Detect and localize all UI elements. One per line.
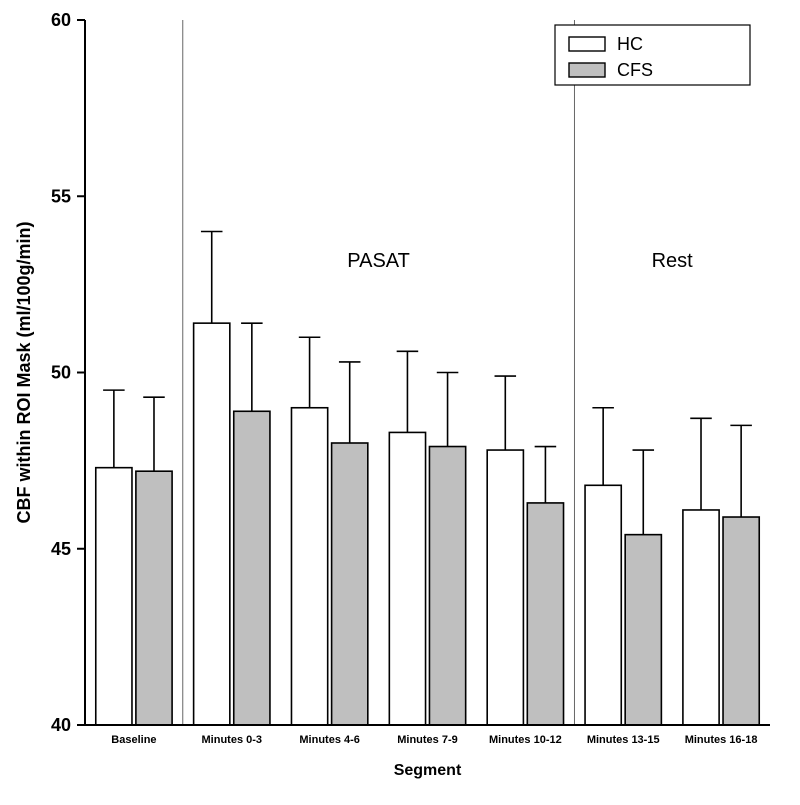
legend-label: CFS	[617, 60, 653, 80]
bar-cfs	[429, 447, 465, 725]
bar-cfs	[625, 535, 661, 725]
x-tick-label: Minutes 16-18	[685, 734, 758, 746]
x-axis-label: Segment	[394, 762, 462, 779]
x-tick-label: Minutes 7-9	[397, 734, 458, 746]
section-label: Rest	[652, 250, 694, 272]
bar-hc	[194, 323, 230, 725]
y-axis-label: CBF within ROI Mask (ml/100g/min)	[14, 221, 34, 523]
bar-cfs	[723, 517, 759, 725]
bar-hc	[291, 408, 327, 725]
y-tick-label: 60	[51, 10, 71, 30]
cbf-bar-chart: 40 45 50 55 60 Baseline Minutes 0-3 Minutes 4-6…	[0, 0, 800, 805]
x-tick-label: Minutes 13-15	[587, 734, 660, 746]
legend-label: HC	[617, 34, 643, 54]
y-tick-label: 55	[51, 186, 71, 206]
bar-hc	[487, 450, 523, 725]
bar-cfs	[136, 471, 172, 725]
bar-cfs	[332, 443, 368, 725]
bar-hc	[96, 468, 132, 725]
bar-cfs	[234, 411, 270, 725]
x-tick-label: Minutes 10-12	[489, 734, 562, 746]
x-tick-label: Minutes 4-6	[299, 734, 360, 746]
section-label: PASAT	[347, 250, 410, 272]
x-tick-label: Baseline	[111, 734, 156, 746]
bar-hc	[389, 432, 425, 725]
y-tick-label: 40	[51, 715, 71, 735]
bar-hc	[585, 485, 621, 725]
legend-swatch	[569, 37, 605, 51]
bar-cfs	[527, 503, 563, 725]
bar-hc	[683, 510, 719, 725]
legend-swatch	[569, 63, 605, 77]
x-tick-label: Minutes 0-3	[202, 734, 263, 746]
y-tick-label: 50	[51, 363, 71, 383]
y-tick-label: 45	[51, 539, 71, 559]
